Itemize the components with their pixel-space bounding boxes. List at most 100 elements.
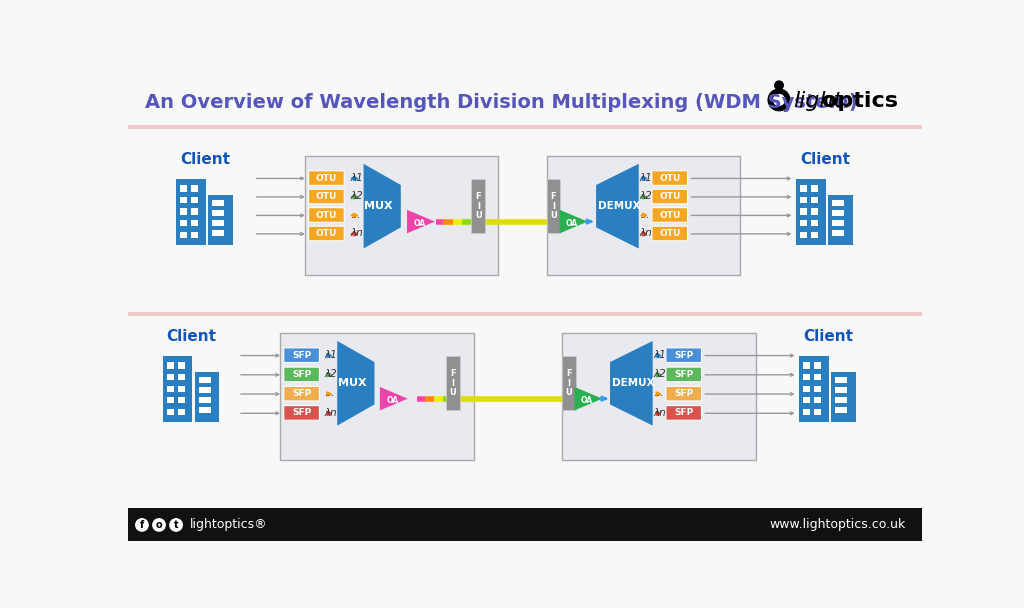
Text: OTU: OTU (659, 229, 680, 238)
Bar (180, 197, 187, 203)
Polygon shape (380, 387, 408, 410)
Bar (128, 312, 922, 316)
Text: λn: λn (640, 228, 652, 238)
Text: ...: ... (640, 210, 649, 219)
FancyBboxPatch shape (652, 208, 687, 223)
Text: OA: OA (386, 396, 398, 405)
Circle shape (775, 81, 783, 89)
Bar (814, 374, 821, 380)
Bar (811, 209, 818, 215)
Bar (803, 374, 810, 380)
Bar (190, 220, 198, 226)
Circle shape (773, 94, 784, 105)
Bar (208, 195, 232, 244)
Text: Client: Client (801, 152, 851, 167)
Bar (800, 220, 807, 226)
Polygon shape (596, 164, 639, 249)
Text: light: light (793, 91, 842, 111)
Text: OTU: OTU (315, 192, 337, 201)
Bar (180, 232, 187, 238)
Text: F
I
U: F I U (550, 192, 557, 220)
Bar (195, 371, 219, 422)
Bar (562, 333, 756, 460)
Bar (280, 333, 474, 460)
Bar (212, 220, 224, 226)
Bar (199, 397, 211, 403)
Text: OTU: OTU (659, 210, 680, 219)
FancyBboxPatch shape (666, 406, 701, 420)
Bar (177, 385, 184, 392)
Bar (835, 377, 847, 383)
Bar (190, 209, 198, 215)
Text: F
I
U: F I U (450, 369, 456, 398)
Bar (835, 397, 847, 403)
Text: λn: λn (653, 407, 667, 418)
Text: MUX: MUX (338, 378, 367, 389)
Text: optics: optics (821, 91, 898, 111)
Bar (177, 374, 184, 380)
Bar (180, 185, 187, 192)
Bar (800, 209, 807, 215)
Bar (177, 409, 184, 415)
Polygon shape (560, 210, 588, 233)
Text: t: t (174, 520, 178, 530)
Bar (180, 209, 187, 215)
Polygon shape (337, 341, 375, 426)
FancyBboxPatch shape (666, 386, 701, 401)
Text: lightoptics®: lightoptics® (190, 519, 267, 531)
Bar (800, 185, 807, 192)
Bar (177, 362, 184, 368)
Bar (811, 232, 818, 238)
Text: F
I
U: F I U (565, 369, 572, 398)
Text: ...: ... (653, 389, 664, 398)
Bar (547, 179, 560, 233)
Bar (167, 409, 174, 415)
Text: SFP: SFP (292, 389, 311, 398)
Text: OTU: OTU (315, 229, 337, 238)
Polygon shape (610, 341, 652, 426)
Bar (811, 197, 818, 203)
Text: ...: ... (350, 210, 360, 219)
Text: DEMUX: DEMUX (598, 201, 641, 211)
FancyBboxPatch shape (666, 367, 701, 382)
Bar (180, 220, 187, 226)
FancyBboxPatch shape (308, 171, 344, 185)
Polygon shape (574, 387, 602, 410)
Bar (814, 409, 821, 415)
Bar (800, 197, 807, 203)
Text: MUX: MUX (364, 201, 392, 211)
Bar (835, 387, 847, 393)
Text: www.lightoptics.co.uk: www.lightoptics.co.uk (770, 519, 906, 531)
Bar (803, 397, 810, 403)
Text: o: o (156, 520, 163, 530)
Bar (827, 195, 853, 244)
Bar (167, 362, 174, 368)
Bar (830, 371, 856, 422)
Text: SFP: SFP (674, 389, 693, 398)
Text: SFP: SFP (292, 351, 311, 360)
Bar (190, 232, 198, 238)
FancyBboxPatch shape (652, 226, 687, 241)
Bar (199, 387, 211, 393)
Text: f: f (140, 520, 144, 530)
FancyBboxPatch shape (308, 208, 344, 223)
FancyBboxPatch shape (652, 171, 687, 185)
Bar (803, 362, 810, 368)
Text: F
I
U: F I U (475, 192, 481, 220)
Text: λ1: λ1 (653, 350, 667, 360)
Text: λn: λn (350, 228, 364, 238)
Bar (831, 210, 844, 216)
FancyBboxPatch shape (666, 348, 701, 362)
Bar (176, 179, 206, 244)
Text: Client: Client (804, 329, 854, 344)
Bar (831, 230, 844, 236)
Text: λ1: λ1 (325, 350, 338, 360)
FancyBboxPatch shape (284, 386, 319, 401)
Text: λ1: λ1 (350, 173, 364, 182)
Bar (831, 200, 844, 206)
Text: ...: ... (325, 389, 335, 398)
Bar (167, 385, 174, 392)
FancyBboxPatch shape (652, 189, 687, 204)
Bar (803, 385, 810, 392)
Text: λ2: λ2 (653, 369, 667, 379)
